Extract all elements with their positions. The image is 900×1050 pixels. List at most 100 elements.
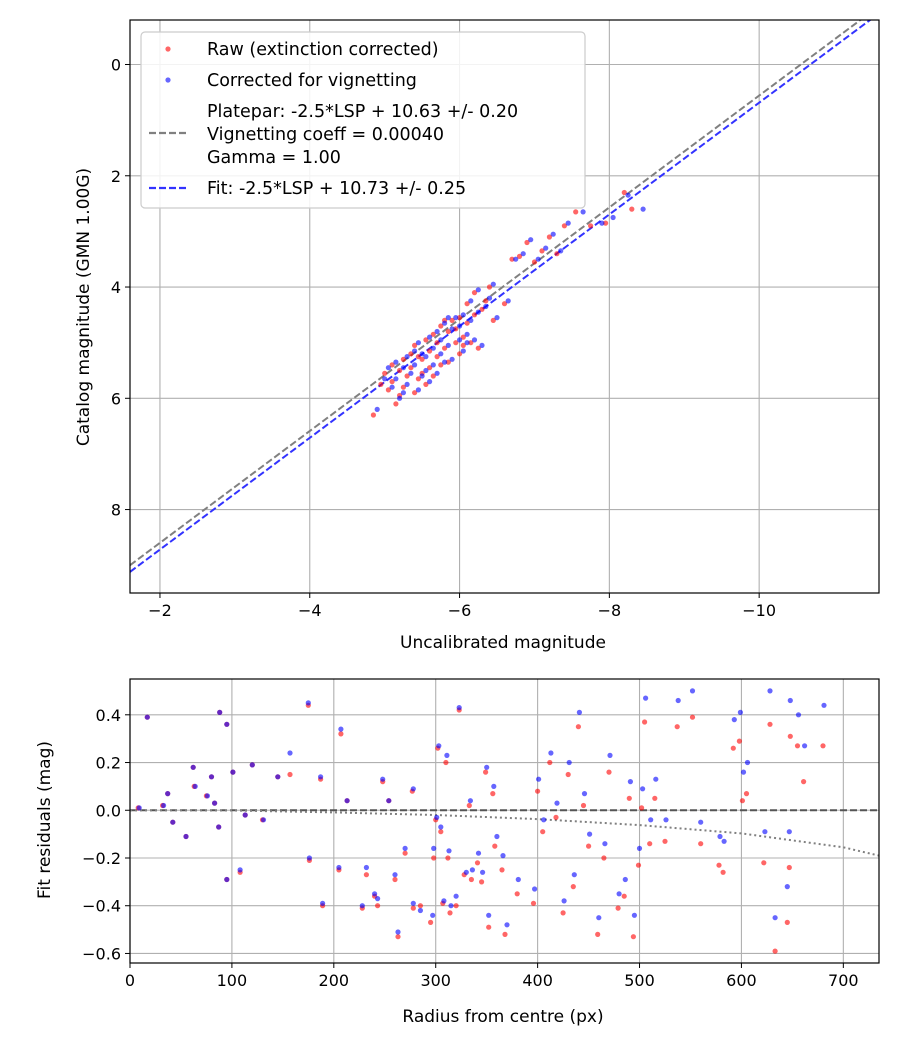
data-point bbox=[675, 697, 681, 704]
data-point bbox=[801, 779, 807, 785]
data-point bbox=[434, 340, 440, 346]
data-point bbox=[547, 759, 553, 766]
data-point bbox=[457, 323, 463, 329]
data-point bbox=[786, 864, 792, 871]
data-point bbox=[787, 733, 793, 739]
data-point bbox=[471, 337, 478, 343]
data-point bbox=[541, 817, 547, 823]
data-point bbox=[442, 359, 448, 365]
data-point bbox=[561, 223, 568, 229]
data-point bbox=[468, 340, 474, 346]
data-point bbox=[535, 788, 541, 794]
data-point bbox=[446, 848, 452, 854]
data-point bbox=[787, 697, 793, 704]
data-point bbox=[627, 779, 634, 785]
data-point bbox=[720, 869, 726, 875]
data-point bbox=[423, 381, 429, 387]
data-point bbox=[761, 860, 767, 866]
y-tick-label: 2 bbox=[111, 167, 121, 186]
data-point bbox=[363, 864, 369, 871]
data-point bbox=[772, 915, 778, 921]
data-point bbox=[586, 843, 592, 849]
data-point bbox=[486, 912, 492, 918]
data-point bbox=[642, 719, 648, 725]
data-point bbox=[389, 379, 395, 385]
data-point bbox=[415, 387, 421, 393]
data-point bbox=[393, 376, 399, 382]
data-point bbox=[419, 373, 425, 379]
x-tick-label: 100 bbox=[217, 971, 248, 990]
data-point bbox=[468, 876, 474, 883]
legend-label-vignetting: Vignetting coeff = 0.00040 bbox=[207, 125, 444, 145]
data-point bbox=[457, 337, 463, 343]
y-tick-label: −0.4 bbox=[82, 897, 121, 916]
data-point bbox=[224, 721, 230, 727]
data-point bbox=[190, 764, 196, 770]
data-point bbox=[581, 791, 588, 797]
data-point bbox=[636, 845, 643, 852]
data-point bbox=[249, 762, 255, 768]
y-tick-label: 0.4 bbox=[96, 706, 121, 725]
data-point bbox=[784, 884, 790, 890]
x-tick-label: −8 bbox=[598, 601, 622, 620]
data-point bbox=[737, 709, 744, 716]
data-point bbox=[558, 248, 564, 254]
data-point bbox=[479, 342, 485, 348]
data-point bbox=[502, 931, 508, 938]
data-point bbox=[412, 362, 418, 368]
data-point bbox=[504, 922, 510, 928]
data-point bbox=[580, 209, 586, 215]
data-point bbox=[386, 798, 392, 804]
data-point bbox=[505, 298, 511, 304]
data-point bbox=[469, 867, 475, 873]
data-point bbox=[607, 752, 613, 759]
data-point bbox=[430, 912, 436, 918]
data-point bbox=[305, 700, 311, 706]
x-tick-label: −2 bbox=[148, 601, 172, 620]
data-point bbox=[363, 872, 369, 878]
data-point bbox=[408, 365, 414, 371]
data-point bbox=[716, 862, 722, 868]
data-point bbox=[242, 812, 248, 818]
data-point bbox=[375, 896, 381, 902]
y-tick-label: 0.2 bbox=[96, 754, 121, 773]
data-point bbox=[468, 298, 474, 304]
data-point bbox=[445, 359, 451, 365]
data-point bbox=[318, 774, 324, 780]
data-point bbox=[689, 688, 696, 694]
legend-label-fit: Fit: -2.5*LSP + 10.73 +/- 0.25 bbox=[207, 179, 466, 199]
data-point bbox=[170, 819, 176, 825]
data-point bbox=[499, 867, 505, 873]
data-point bbox=[436, 743, 442, 749]
data-point bbox=[372, 891, 378, 897]
reference-line bbox=[130, 20, 863, 567]
data-point bbox=[786, 829, 792, 835]
y-tick-label: −0.6 bbox=[82, 944, 121, 963]
y-tick-label: 6 bbox=[111, 389, 121, 408]
data-point bbox=[762, 829, 768, 835]
data-point bbox=[531, 259, 538, 265]
data-point bbox=[629, 206, 635, 212]
data-point bbox=[536, 776, 542, 782]
data-point bbox=[212, 800, 218, 806]
x-tick-label: −6 bbox=[448, 601, 472, 620]
data-point bbox=[434, 354, 440, 360]
data-point bbox=[445, 315, 451, 321]
data-point bbox=[441, 898, 447, 904]
data-point bbox=[385, 387, 391, 393]
data-point bbox=[395, 929, 401, 935]
data-point bbox=[479, 879, 485, 885]
data-point bbox=[287, 771, 293, 778]
data-point bbox=[466, 802, 472, 809]
data-point bbox=[400, 356, 406, 362]
data-point bbox=[603, 220, 609, 226]
y-tick-label: 0.0 bbox=[96, 801, 121, 820]
data-point bbox=[378, 381, 384, 387]
data-point bbox=[415, 340, 421, 346]
data-point bbox=[427, 348, 433, 354]
data-point bbox=[767, 721, 773, 727]
data-point bbox=[464, 331, 470, 337]
data-point bbox=[610, 214, 616, 221]
data-point bbox=[442, 345, 448, 351]
data-point bbox=[423, 337, 429, 343]
